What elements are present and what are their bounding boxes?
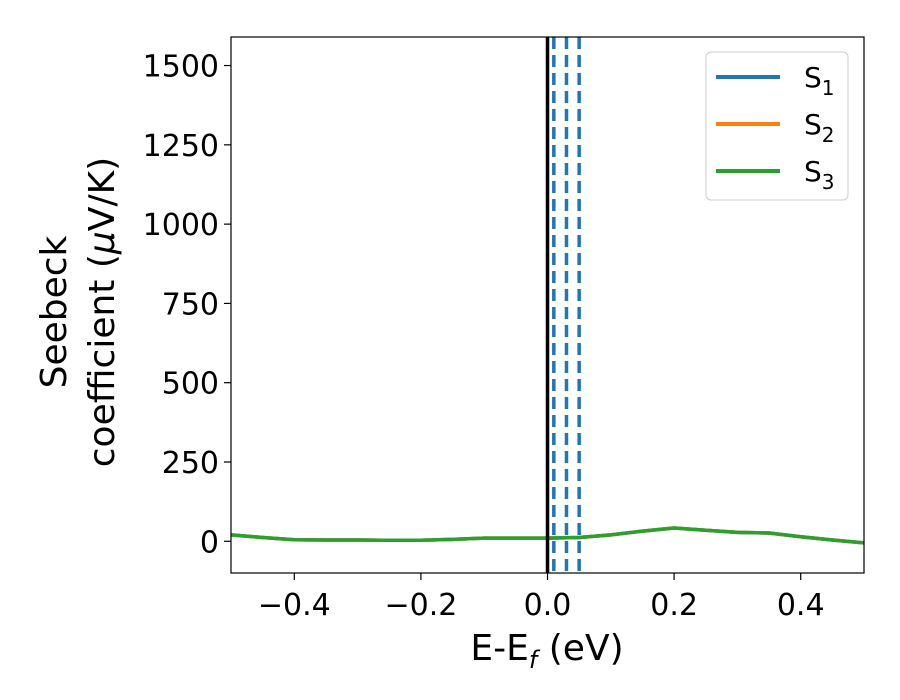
x-axis-ticks: −0.4 −0.2 0.0 0.2 0.4 bbox=[258, 573, 825, 623]
y-axis-title-mu: μ bbox=[82, 231, 123, 255]
legend-label-main: S bbox=[804, 155, 822, 188]
y-tick-label: 250 bbox=[162, 446, 219, 481]
y-axis-title: Seebeck coefficient (μV/K) bbox=[34, 157, 123, 467]
x-tick-label: −0.4 bbox=[258, 588, 331, 623]
legend-label-s2: S2 bbox=[804, 108, 835, 147]
y-tick-label: 500 bbox=[162, 367, 219, 402]
legend-label-s3: S3 bbox=[804, 155, 835, 194]
reference-lines bbox=[545, 37, 581, 573]
legend-label-subscript: 2 bbox=[822, 123, 835, 147]
y-axis-title-line2a: coefficient ( bbox=[82, 254, 123, 467]
x-axis-title-main: E-E bbox=[470, 628, 528, 669]
y-tick-label: 0 bbox=[200, 525, 219, 560]
y-tick-label: 1250 bbox=[143, 129, 219, 164]
y-tick-label: 1000 bbox=[143, 208, 219, 243]
x-axis-title-unit: (eV) bbox=[537, 628, 623, 669]
legend-label-main: S bbox=[804, 108, 822, 141]
x-axis-title: E-Ef (eV) bbox=[470, 628, 623, 674]
y-axis-title-line2: coefficient (μV/K) bbox=[82, 157, 123, 467]
x-tick-label: −0.2 bbox=[384, 588, 457, 623]
legend-label-subscript: 3 bbox=[822, 170, 835, 194]
y-axis-title-line1: Seebeck bbox=[34, 235, 75, 388]
y-tick-label: 1500 bbox=[143, 50, 219, 85]
y-axis-title-line2b: V/K) bbox=[82, 157, 123, 231]
legend-label-main: S bbox=[804, 61, 822, 94]
legend-label-subscript: 1 bbox=[822, 76, 835, 100]
legend-label-s1: S1 bbox=[804, 61, 835, 100]
x-tick-label: 0.4 bbox=[777, 588, 825, 623]
x-tick-label: 0.2 bbox=[650, 588, 698, 623]
y-tick-label: 750 bbox=[162, 287, 219, 322]
x-tick-label: 0.0 bbox=[524, 588, 572, 623]
y-axis-ticks: 0 250 500 750 1000 1250 1500 bbox=[143, 50, 231, 560]
